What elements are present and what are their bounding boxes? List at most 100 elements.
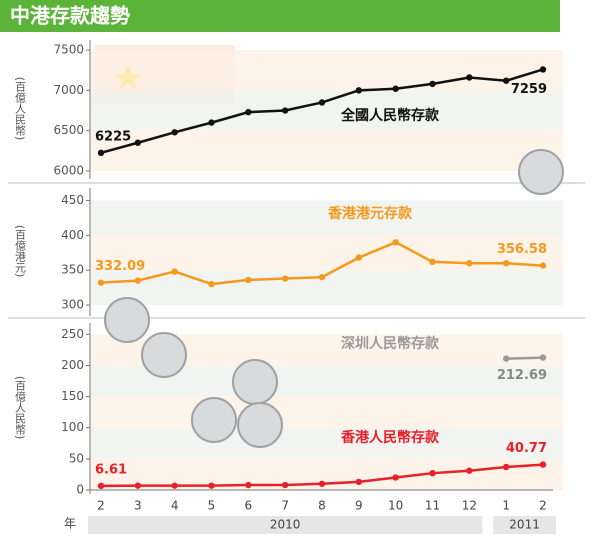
x-tick-label: 4: [171, 499, 179, 513]
x-tick-label: 6: [245, 499, 253, 513]
band: [90, 50, 563, 91]
band: [90, 130, 563, 171]
point: [429, 258, 436, 266]
point: [208, 280, 215, 288]
band: [90, 427, 563, 459]
point: [392, 239, 399, 246]
point: [208, 482, 215, 489]
point: [134, 482, 142, 489]
y-tick-label: 7500: [53, 43, 84, 57]
y-tick-label: 150: [61, 389, 84, 403]
point: [171, 482, 178, 489]
point: [318, 99, 326, 106]
y-tick-label: 350: [61, 263, 84, 277]
x-tick-label: 9: [355, 499, 363, 513]
point: [134, 139, 142, 146]
coin: [232, 359, 278, 405]
x-tick-label: 12: [462, 499, 477, 513]
point: [245, 481, 252, 489]
x-tick-label: 1: [502, 499, 510, 513]
y-tick-label: 0: [76, 483, 84, 497]
y-tick-label: 200: [61, 358, 84, 372]
y-tick-label: 7000: [53, 83, 84, 97]
point: [466, 467, 473, 474]
value-label: 6225: [95, 129, 131, 144]
value-label: 212.69: [497, 368, 547, 383]
x-tick-label: 8: [318, 499, 326, 513]
x-tick-label: 3: [134, 499, 142, 513]
y-axis-label: (百億人民幣): [14, 77, 27, 141]
band: [90, 396, 563, 428]
y-tick-label: 6500: [53, 123, 84, 137]
x-tick-label: 10: [388, 499, 403, 513]
coin: [141, 332, 187, 378]
x-tick-label: 2: [97, 499, 105, 513]
point: [466, 74, 473, 81]
y-axis-label: (百億人民幣): [14, 376, 27, 440]
point: [134, 277, 142, 284]
point: [208, 119, 215, 126]
x-tick-label: 7: [281, 499, 289, 513]
point: [245, 108, 252, 116]
y-tick-label: 400: [61, 228, 84, 242]
point: [318, 480, 326, 487]
x-axis-label: 年: [64, 517, 76, 531]
year-label: 2010: [270, 518, 301, 532]
point: [539, 262, 547, 269]
y-tick-label: 450: [61, 193, 84, 207]
point: [97, 279, 105, 286]
coin: [237, 402, 283, 448]
coin: [518, 149, 564, 195]
y-tick-label: 50: [69, 451, 84, 465]
point: [539, 354, 547, 361]
header-bar: [0, 0, 560, 32]
year-band: [493, 516, 556, 534]
value-label: 332.09: [95, 259, 145, 274]
point: [502, 77, 510, 84]
point: [539, 461, 547, 468]
value-label: 40.77: [506, 441, 547, 456]
point: [171, 268, 178, 275]
series-name: 全國人民幣存款: [340, 107, 440, 124]
year-label: 2011: [509, 518, 540, 532]
band: [90, 200, 563, 236]
year-band: [88, 516, 483, 534]
page-title: 中港存款趨勢: [10, 4, 130, 28]
band: [90, 90, 563, 131]
y-tick-label: 300: [61, 298, 84, 312]
point: [171, 129, 178, 136]
series-name: 深圳人民幣存款: [341, 335, 440, 352]
point: [355, 478, 363, 486]
band: [90, 235, 563, 271]
point: [318, 273, 326, 281]
y-tick-label: 6000: [53, 163, 84, 177]
point: [355, 87, 363, 94]
point: [281, 275, 289, 282]
value-label: 356.58: [497, 242, 547, 257]
point: [502, 463, 510, 471]
point: [429, 80, 436, 88]
point: [539, 66, 547, 73]
point: [97, 482, 105, 490]
point: [429, 469, 436, 477]
point: [466, 260, 473, 267]
point: [392, 474, 399, 481]
y-axis-label: (百億港元): [14, 225, 27, 278]
x-tick-label: 11: [425, 499, 440, 513]
series-name: 香港港元存款: [327, 205, 413, 222]
y-tick-label: 250: [61, 327, 84, 341]
point: [281, 481, 289, 489]
value-label: 6.61: [95, 462, 127, 477]
point: [502, 355, 510, 362]
series-line: [506, 356, 544, 360]
coin: [191, 397, 237, 443]
point: [355, 254, 363, 261]
point: [281, 107, 289, 114]
series-name: 香港人民幣存款: [340, 429, 440, 446]
x-tick-label: 2: [539, 499, 547, 513]
value-label: 7259: [511, 82, 547, 97]
x-tick-label: 5: [208, 499, 216, 513]
point: [502, 260, 510, 267]
point: [97, 149, 105, 157]
